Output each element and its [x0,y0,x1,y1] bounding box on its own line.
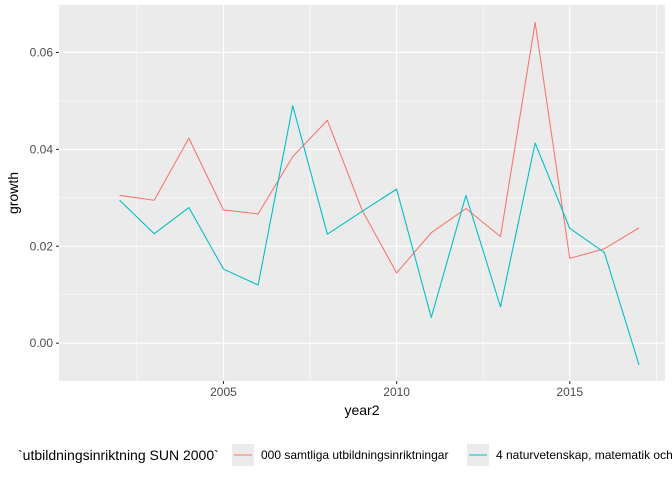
legend-label-1: 000 samtliga utbildningsinriktningar [261,448,448,462]
x-tick-label: 2005 [210,385,237,399]
series-lines [119,21,640,366]
x-axis-title: year2 [344,402,379,418]
legend: `utbildningsinriktning SUN 2000` 000 sam… [18,444,672,466]
x-axis: 2005 2010 2015 [210,381,583,399]
grid-major [59,5,665,381]
series-line-2 [119,105,640,366]
legend-title: `utbildningsinriktning SUN 2000` [18,447,219,463]
y-tick-label: 0.04 [30,142,54,156]
x-tick-label: 2015 [556,385,583,399]
y-tick-label: 0.02 [30,239,54,253]
y-axis-title: growth [5,172,21,214]
legend-label-2: 4 naturvetenskap, matematik och [496,448,672,462]
plot-panel [59,5,665,381]
grid-minor [59,5,665,381]
series-line-1 [119,21,640,274]
y-tick-label: 0.06 [30,45,54,59]
x-tick-label: 2010 [383,385,410,399]
y-tick-label: 0.00 [30,336,54,350]
y-axis: 0.00 0.02 0.04 0.06 [30,45,59,350]
